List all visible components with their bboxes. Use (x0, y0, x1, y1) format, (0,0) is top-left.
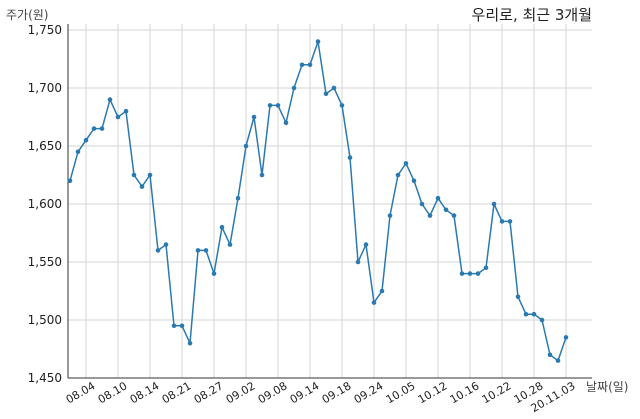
data-point (83, 137, 89, 143)
data-point (67, 178, 73, 184)
data-point (403, 161, 409, 166)
data-point (443, 207, 449, 213)
y-tick-label: 1,550 (28, 255, 62, 269)
data-point (299, 62, 305, 68)
data-point (187, 340, 193, 346)
data-point (171, 323, 177, 329)
data-point (315, 39, 321, 44)
x-tick-label: 08.21 (160, 379, 194, 406)
data-point (475, 271, 481, 276)
y-tick-label: 1,700 (28, 81, 62, 95)
y-tick-label: 1,650 (28, 139, 62, 153)
x-tick-label: 09.02 (224, 379, 258, 406)
x-tick-label: 10.16 (448, 379, 482, 406)
y-tick-label: 1,500 (28, 313, 62, 327)
x-tick-label: 08.04 (64, 379, 98, 406)
data-point (203, 248, 209, 253)
data-point (123, 108, 129, 114)
data-point (91, 126, 97, 131)
data-point (355, 259, 361, 265)
data-point (451, 213, 457, 218)
data-point (219, 224, 225, 230)
data-point (427, 213, 433, 218)
x-axis-label: 날짜(일) (586, 380, 629, 394)
data-point (563, 335, 569, 340)
x-tick-label: 09.24 (352, 379, 386, 406)
data-point (107, 97, 113, 102)
x-tick-label: 08.27 (192, 379, 226, 406)
y-tick-label: 1,450 (28, 371, 62, 385)
x-tick-label: 10.05 (384, 379, 418, 406)
data-point (363, 242, 369, 247)
x-tick-labels: 08.0408.1008.1408.2108.2709.0209.0809.14… (64, 379, 578, 415)
data-point (419, 201, 425, 207)
data-point (523, 311, 529, 317)
x-tick-label: 10.22 (480, 379, 514, 406)
data-point (267, 103, 273, 108)
data-point (235, 195, 241, 201)
data-point (435, 195, 441, 201)
data-point (499, 219, 505, 224)
data-point (131, 172, 137, 178)
data-point (115, 114, 121, 120)
data-point (467, 271, 473, 276)
data-point (555, 358, 561, 363)
data-point (147, 172, 153, 178)
data-point (371, 300, 377, 305)
data-point (395, 172, 401, 178)
data-point (379, 288, 385, 294)
data-point (227, 242, 233, 247)
data-point (387, 213, 393, 218)
data-point (307, 62, 313, 68)
x-tick-label: 09.14 (288, 379, 322, 406)
price-line (69, 40, 567, 362)
series (67, 39, 569, 363)
data-point (99, 126, 105, 131)
data-point (331, 85, 337, 91)
data-point (155, 248, 161, 253)
data-point (539, 317, 545, 323)
data-point (291, 85, 297, 91)
data-point (251, 114, 257, 120)
data-point (75, 149, 81, 155)
x-tick-label: 09.08 (256, 379, 290, 406)
x-tick-label: 08.10 (96, 379, 130, 406)
y-tick-label: 1,600 (28, 197, 62, 211)
y-tick-label: 1,750 (28, 23, 62, 37)
data-point (243, 143, 249, 149)
data-point (459, 271, 465, 276)
data-point (323, 91, 329, 97)
data-point (339, 103, 345, 108)
data-point (547, 352, 553, 358)
data-point (195, 248, 201, 253)
x-tick-label: 09.18 (320, 379, 354, 406)
data-point (347, 155, 353, 160)
data-point (259, 172, 265, 178)
data-point (283, 120, 289, 126)
axes (67, 24, 592, 379)
x-tick-label: 10.12 (416, 379, 450, 406)
data-point (179, 323, 185, 329)
chart-title: 우리로, 최근 3개월 (471, 6, 592, 24)
grid (68, 24, 592, 379)
data-point (275, 103, 281, 108)
x-tick-label: 08.14 (128, 379, 162, 406)
y-tick-labels: 1,450 1,500 1,550 1,600 1,650 1,700 1,750 (28, 23, 62, 385)
data-point (139, 184, 145, 189)
data-point (507, 219, 513, 224)
data-point (531, 311, 537, 317)
data-point (491, 201, 497, 207)
data-point (411, 178, 417, 184)
data-point (515, 294, 521, 300)
data-point (163, 242, 169, 247)
data-point (211, 271, 217, 276)
data-point (483, 265, 489, 271)
y-axis-label: 주가(원) (6, 8, 49, 22)
